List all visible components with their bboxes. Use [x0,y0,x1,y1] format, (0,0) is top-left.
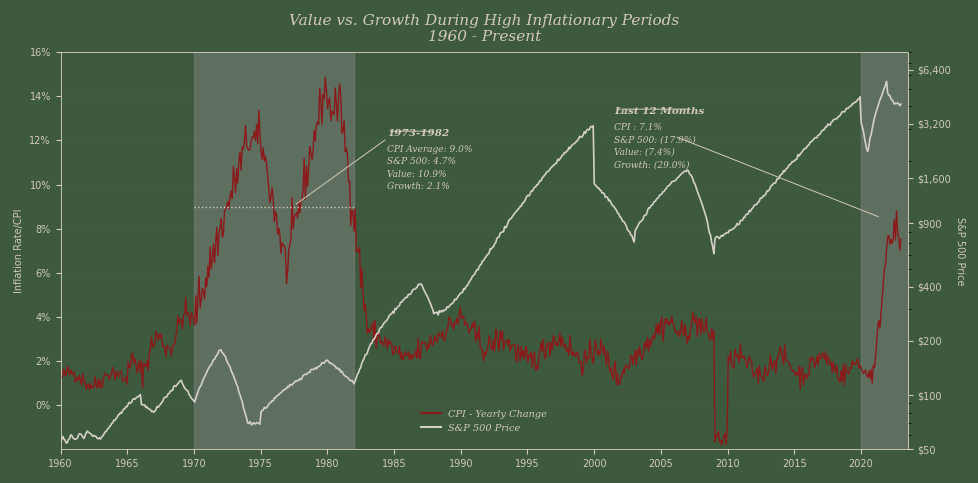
Y-axis label: S&P 500 Price: S&P 500 Price [955,216,964,285]
Text: Last 12 Months: Last 12 Months [613,107,704,116]
Bar [194,52,354,449]
Bar [860,52,907,449]
Legend: CPI - Yearly Change, S&P 500 Price: CPI - Yearly Change, S&P 500 Price [417,406,551,437]
Text: CPI : 7.1%
S&P 500: (17.9%)
Value: (7.4%)
Growth: (29.0%): CPI : 7.1% S&P 500: (17.9%) Value: (7.4%… [613,123,695,170]
Text: CPI Average: 9.0%
S&P 500: 4.7%
Value: 10.9%
Growth: 2.1%: CPI Average: 9.0% S&P 500: 4.7% Value: 1… [387,145,472,191]
Text: 1973-1982: 1973-1982 [387,129,449,139]
Y-axis label: Inflation Rate/CPI: Inflation Rate/CPI [14,209,23,293]
Title: Value vs. Growth During High Inflationary Periods
1960 - Present: Value vs. Growth During High Inflationar… [289,14,679,44]
